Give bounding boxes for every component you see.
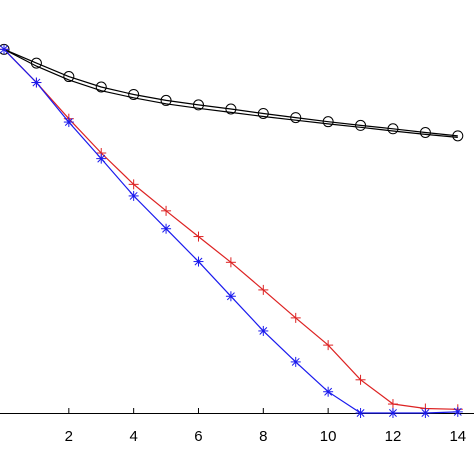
x-tick-label: 12: [385, 428, 402, 445]
asterisk-marker-d2: [129, 191, 138, 200]
data-point-plus: [128, 179, 139, 190]
data-point-plus: [355, 374, 366, 385]
asterisk-marker-d2: [32, 78, 41, 87]
data-point-asterisk: [323, 386, 334, 397]
data-point-plus: [290, 312, 301, 323]
data-point-asterisk: [128, 190, 139, 201]
data-point-asterisk: [31, 77, 42, 88]
x-tick-label: 6: [194, 428, 202, 445]
data-point-circle: [419, 127, 431, 139]
data-point-circle: [30, 57, 42, 69]
data-point-circle: [257, 107, 269, 119]
series-4: [0, 44, 463, 418]
series-3: [0, 44, 463, 415]
asterisk-marker-d2: [324, 387, 333, 396]
data-point-plus: [258, 284, 269, 295]
data-point-plus: [193, 231, 204, 242]
asterisk-marker-d2: [421, 409, 430, 417]
data-point-asterisk: [355, 408, 366, 418]
asterisk-marker-d2: [162, 224, 171, 233]
series-2: [0, 43, 464, 142]
data-point-circle: [192, 99, 204, 111]
data-point-circle: [355, 119, 367, 131]
data-point-circle: [160, 94, 172, 106]
asterisk-marker-d2: [97, 154, 106, 163]
chart-series-layer: [0, 43, 464, 418]
data-point-circle: [452, 130, 464, 142]
series-line: [3, 48, 458, 410]
asterisk-marker-d2: [389, 409, 397, 417]
asterisk-marker-d2: [64, 118, 73, 127]
data-point-asterisk: [0, 44, 9, 55]
data-point-plus: [161, 205, 172, 216]
asterisk-marker-d2: [453, 407, 462, 416]
x-tick-label: 10: [320, 428, 337, 445]
data-point-circle: [387, 123, 399, 135]
data-point-asterisk: [63, 117, 74, 128]
data-point-asterisk: [290, 356, 301, 367]
x-tick-label: 2: [65, 428, 73, 445]
data-point-asterisk: [225, 291, 236, 302]
asterisk-marker-d2: [0, 45, 8, 54]
asterisk-marker-d2: [226, 292, 235, 301]
asterisk-marker-d2: [194, 257, 203, 266]
data-point-circle: [225, 103, 237, 115]
data-point-circle: [63, 71, 75, 83]
asterisk-marker-d2: [259, 326, 268, 335]
x-tick-label: 14: [449, 428, 466, 445]
asterisk-marker-d2: [356, 409, 365, 417]
data-point-circle: [95, 81, 107, 93]
data-point-asterisk: [387, 408, 398, 418]
data-point-asterisk: [193, 256, 204, 267]
data-point-plus: [387, 399, 398, 410]
x-tick-label: 8: [259, 428, 267, 445]
series-1: [3, 48, 458, 138]
data-point-circle: [290, 112, 302, 124]
data-point-asterisk: [258, 325, 269, 336]
data-point-asterisk: [420, 408, 431, 418]
data-point-circle: [322, 116, 334, 128]
series-line: [3, 48, 458, 138]
data-point-circle: [128, 88, 140, 100]
data-point-plus: [225, 257, 236, 268]
data-point-asterisk: [161, 223, 172, 234]
data-point-asterisk: [96, 153, 107, 164]
data-point-asterisk: [452, 406, 463, 417]
data-point-plus: [323, 340, 334, 351]
x-tick-label: 4: [129, 428, 137, 445]
chart-tick-labels: 2 4 6 8 10 12 14: [65, 428, 466, 445]
asterisk-marker-d2: [291, 357, 300, 366]
series-line: [3, 48, 458, 137]
